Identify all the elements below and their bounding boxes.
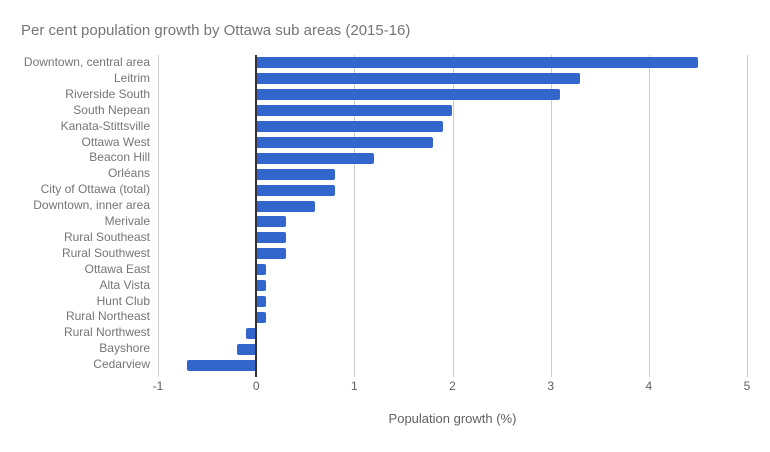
x-tick-label: 5 bbox=[743, 379, 751, 393]
category-label: Downtown, central area bbox=[23, 55, 150, 69]
category-label: Rural Northwest bbox=[63, 325, 150, 340]
x-tick-label: -1 bbox=[152, 379, 164, 393]
category-label: Beacon Hill bbox=[89, 150, 150, 165]
category-label: Rural Southwest bbox=[61, 245, 150, 260]
bar bbox=[256, 152, 374, 164]
bar bbox=[256, 216, 286, 228]
gridline bbox=[747, 55, 748, 377]
category-label: Rural Southeast bbox=[63, 229, 150, 244]
chart-title: Per cent population growth by Ottawa sub… bbox=[21, 22, 411, 39]
category-label: Kanata-Stittsville bbox=[60, 118, 150, 133]
category-label: Hunt Club bbox=[96, 293, 150, 308]
gridline bbox=[550, 55, 552, 377]
bar bbox=[246, 327, 257, 339]
category-label: Merivale bbox=[104, 214, 150, 228]
category-label: Alta Vista bbox=[99, 277, 150, 292]
bar bbox=[256, 73, 581, 85]
bar bbox=[256, 264, 266, 276]
x-axis-tick-labels: -1 0 1 2 3 4 5 bbox=[0, 379, 770, 395]
x-tick-label: 0 bbox=[252, 379, 260, 393]
category-label: Bayshore bbox=[99, 341, 150, 356]
category-label: Rural Northeast bbox=[65, 309, 150, 324]
bar bbox=[256, 57, 698, 69]
gridline bbox=[354, 55, 356, 377]
bar bbox=[256, 248, 286, 260]
x-tick-label: 1 bbox=[350, 379, 358, 393]
category-label: Downtown, inner area bbox=[33, 198, 150, 213]
category-label: City of Ottawa (total) bbox=[40, 182, 150, 197]
bar bbox=[256, 184, 335, 196]
bar bbox=[256, 89, 561, 101]
category-label: Riverside South bbox=[65, 86, 150, 101]
y-axis-category-labels: Downtown, central area Leitrim Riverside S… bbox=[0, 55, 150, 373]
bar bbox=[256, 121, 443, 133]
plot-area bbox=[158, 55, 748, 377]
category-label: Cedarview bbox=[93, 357, 150, 372]
category-label: Orléans bbox=[107, 166, 150, 181]
category-label: South Nepean bbox=[73, 102, 150, 117]
bar bbox=[256, 295, 266, 307]
gridline bbox=[158, 55, 159, 377]
bar bbox=[256, 168, 335, 180]
bar bbox=[256, 311, 266, 323]
x-axis-title: Population growth (%) bbox=[388, 411, 517, 426]
bar bbox=[187, 359, 257, 371]
bar bbox=[256, 280, 266, 292]
x-tick-label: 3 bbox=[547, 379, 554, 393]
x-tick-label: 2 bbox=[449, 379, 456, 393]
bar bbox=[256, 232, 286, 244]
zero-axis-line bbox=[255, 55, 258, 377]
bar bbox=[256, 200, 316, 212]
gridline bbox=[452, 55, 454, 377]
bar bbox=[256, 105, 453, 117]
bar bbox=[256, 136, 433, 148]
category-label: Ottawa East bbox=[84, 261, 150, 276]
gridline bbox=[648, 55, 650, 377]
x-tick-label: 4 bbox=[645, 379, 653, 393]
bar bbox=[236, 343, 257, 355]
category-label: Ottawa West bbox=[81, 134, 150, 149]
category-label: Leitrim bbox=[113, 70, 150, 85]
